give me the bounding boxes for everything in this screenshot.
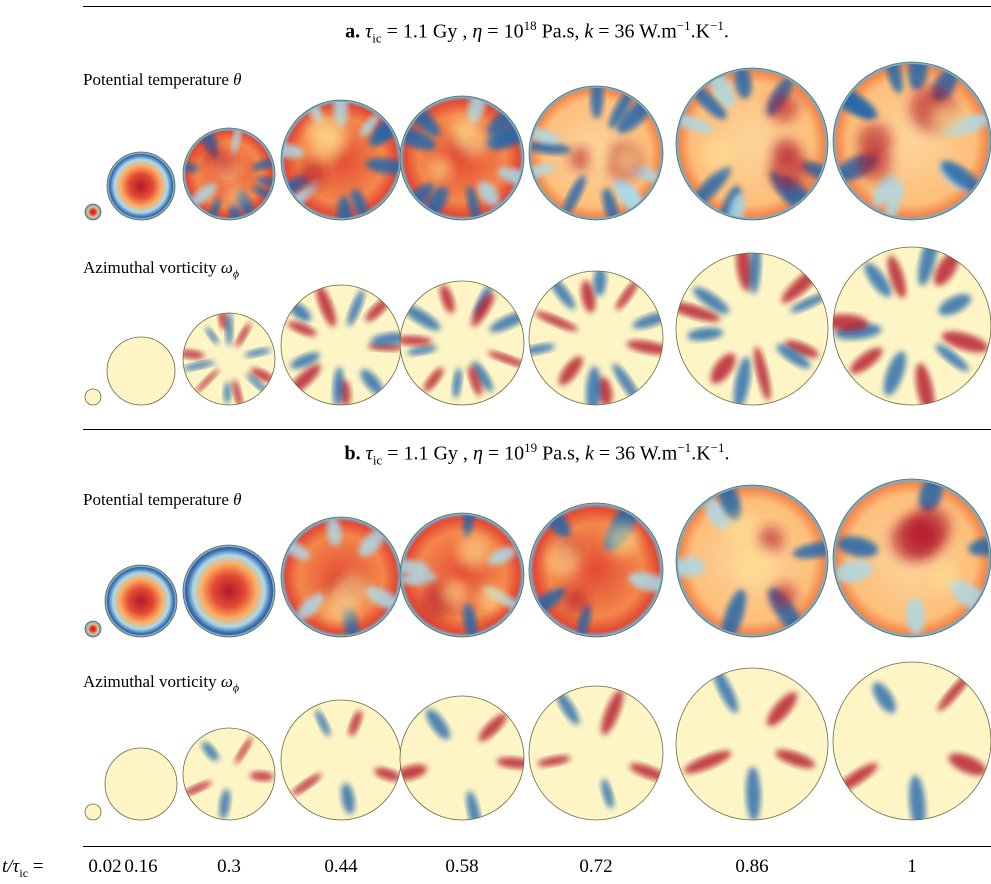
disk-b-vorticity-8	[832, 661, 991, 821]
disk-b-vorticity-3	[182, 727, 276, 821]
disk-b-temperature-8	[832, 478, 991, 638]
disk-a-temperature-3	[182, 127, 276, 221]
disk-a-temperature-7	[675, 67, 829, 221]
bottom-rule	[83, 846, 991, 847]
time-eq: =	[32, 856, 44, 877]
eta-unit: Pa.s,	[541, 20, 580, 43]
eta-symbol: η	[472, 442, 483, 465]
disk-b-temperature-2	[104, 564, 178, 638]
disk-a-vorticity-8	[832, 246, 991, 406]
disk-a-temperature-6	[528, 85, 664, 221]
disk-a-temperature-5	[399, 95, 525, 221]
phi-sub: ϕ	[232, 680, 240, 695]
time-tick: 0.86	[735, 856, 769, 877]
k-value: = 36 W.m	[598, 20, 677, 43]
theta-symbol: θ	[233, 490, 242, 509]
time-tick: 0.44	[324, 856, 358, 877]
tau-sub: ic	[372, 452, 383, 468]
disk-b-temperature-7	[675, 484, 829, 638]
k-exponent-2: −1	[710, 440, 725, 455]
top-rule	[83, 6, 991, 7]
disk-b-vorticity-5	[399, 695, 525, 821]
disk-a-vorticity-3	[182, 312, 276, 406]
k-symbol: k	[584, 20, 594, 43]
time-axis-label: t/τic =	[2, 856, 44, 881]
time-var: t/τ	[2, 856, 20, 877]
tau-symbol: τ	[365, 442, 373, 465]
tau-sub: ic	[372, 30, 382, 46]
row-label-a-temperature: Potential temperature θ	[83, 70, 241, 90]
k-exponent-1: −1	[677, 440, 692, 455]
row-label-b-vorticity: Azimuthal vorticity ωϕ	[83, 672, 239, 695]
row-label-text: Azimuthal vorticity	[83, 672, 217, 691]
row-label-a-vorticity: Azimuthal vorticity ωϕ	[83, 258, 239, 281]
k-mid: .K	[690, 20, 711, 43]
disk-b-temperature-6	[528, 502, 664, 638]
disk-b-temperature-1	[84, 620, 102, 638]
disk-b-temperature-3	[182, 544, 276, 638]
disk-a-temperature-1	[84, 203, 102, 221]
row-label-text: Azimuthal vorticity	[83, 258, 217, 277]
tau-symbol: τ	[365, 20, 373, 43]
eta-symbol: η	[472, 20, 483, 43]
phi-sub: ϕ	[232, 266, 240, 281]
tau-value: = 1.1 Gy ,	[387, 442, 468, 465]
panel-a-letter: a.	[345, 20, 361, 43]
disk-b-vorticity-7	[675, 667, 829, 821]
panel-b-letter: b.	[344, 442, 361, 465]
eta-exponent: 19	[524, 440, 538, 455]
disk-a-vorticity-7	[675, 252, 829, 406]
row-label-text: Potential temperature	[83, 490, 229, 509]
disk-a-vorticity-5	[399, 280, 525, 406]
panel-a-title: a. τic = 1.1 Gy , η = 1018 Pa.s, k = 36 …	[83, 18, 991, 47]
disk-a-temperature-2	[106, 151, 176, 221]
eta-exponent: 18	[523, 18, 537, 33]
k-mid: .K	[691, 442, 711, 465]
row-label-b-temperature: Potential temperature θ	[83, 490, 241, 510]
disk-rows	[84, 61, 991, 821]
time-tick: 0.02	[88, 856, 122, 877]
disk-a-temperature-4	[280, 99, 402, 221]
disk-a-temperature-8	[832, 61, 991, 221]
disk-b-vorticity-6	[528, 685, 664, 821]
eta-unit: Pa.s,	[542, 442, 580, 465]
disk-a-vorticity-6	[528, 270, 664, 406]
k-value: = 36 W.m	[598, 442, 678, 465]
theta-symbol: θ	[233, 70, 242, 89]
panel-b-title: b. τic = 1.1 Gy , η = 1019 Pa.s, k = 36 …	[83, 440, 991, 469]
k-end: .	[723, 20, 729, 43]
time-tick: 0.72	[579, 856, 613, 877]
k-symbol: k	[584, 442, 594, 465]
omega-symbol: ω	[220, 258, 233, 277]
disk-b-vorticity-2	[104, 747, 178, 821]
k-exponent-1: −1	[676, 18, 691, 33]
panel-separator	[83, 429, 991, 430]
omega-symbol: ω	[220, 672, 233, 691]
row-label-text: Potential temperature	[83, 70, 229, 89]
k-end: .	[724, 442, 730, 465]
disk-a-vorticity-2	[106, 336, 176, 406]
tau-value: = 1.1 Gy ,	[386, 20, 468, 43]
time-tick: 0.58	[445, 856, 479, 877]
k-exponent-2: −1	[710, 18, 724, 33]
time-sub: ic	[19, 865, 29, 880]
disk-b-temperature-4	[280, 516, 402, 638]
time-tick: 1	[907, 856, 917, 877]
eta-value: = 10	[487, 442, 525, 465]
disk-b-temperature-5	[399, 512, 525, 638]
disk-b-vorticity-4	[280, 699, 402, 821]
disk-a-vorticity-4	[280, 284, 402, 406]
disk-b-vorticity-1	[84, 803, 102, 821]
eta-value: = 10	[487, 20, 524, 43]
disk-a-vorticity-1	[84, 388, 102, 406]
time-tick: 0.16	[124, 856, 158, 877]
time-tick: 0.3	[217, 856, 241, 877]
